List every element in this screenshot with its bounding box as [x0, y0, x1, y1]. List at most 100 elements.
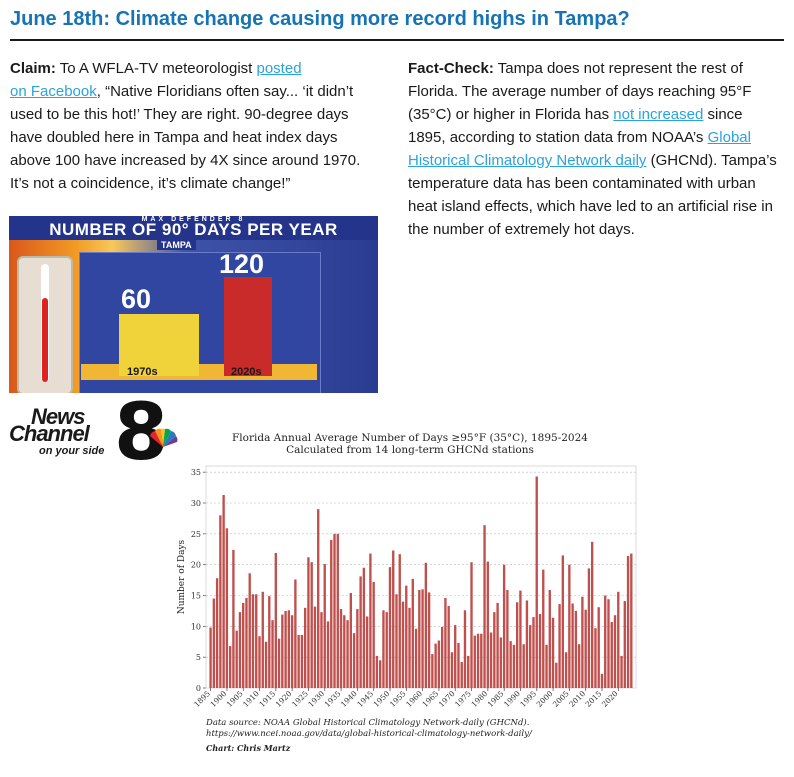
chart-bar — [424, 562, 428, 688]
chart-bar — [594, 628, 597, 688]
chart-bar — [219, 515, 222, 688]
claim-section: Claim: To A WFLA-TV meteorologist posted… — [10, 57, 378, 195]
claim-label: Claim: — [10, 60, 56, 77]
factcheck-text-1: Tampa does not represent the rest of Flo… — [408, 60, 752, 123]
chart-bar — [506, 589, 509, 688]
chart-x-tick-label: 2020 — [600, 689, 620, 709]
chart-bar — [209, 627, 212, 688]
chart-bar — [613, 615, 617, 688]
chart-x-tick-label: 1980 — [469, 689, 489, 709]
chart-source-line-2: https://www.ncei.noaa.gov/data/global-hi… — [206, 729, 532, 739]
not-increased-link[interactable]: not increased — [613, 106, 704, 123]
chart-bar — [375, 655, 379, 688]
chart-bar — [294, 579, 297, 688]
chart-bar — [310, 562, 313, 688]
chart-bar — [427, 592, 431, 688]
claim-quote: , “Native Floridians often say... ‘it di… — [10, 83, 361, 192]
chart-bar — [297, 634, 300, 688]
chart-bar — [388, 567, 392, 688]
chart-bar — [222, 494, 225, 688]
facebook-link[interactable]: on Facebook — [10, 83, 97, 100]
chart-x-tick-label: 1975 — [453, 689, 473, 709]
chart-bar — [359, 576, 362, 688]
chart-bar — [287, 610, 291, 688]
chart-bar — [255, 594, 258, 688]
chart-title-line: Florida Annual Average Number of Days ≥9… — [232, 432, 588, 444]
chart-x-tick-label: 1910 — [241, 689, 261, 709]
chart-bar — [261, 591, 264, 688]
chart-bar — [447, 605, 450, 688]
chart-bar — [307, 557, 310, 688]
chart-bar — [489, 632, 493, 688]
chart-bar — [519, 590, 522, 688]
chart-x-tick-label: 1955 — [388, 689, 408, 709]
chart-bar — [372, 581, 375, 688]
tv-bar-1970s — [119, 314, 199, 376]
chart-bar — [271, 620, 274, 688]
chart-bar — [444, 597, 447, 688]
claim-text-intro: To A WFLA-TV meteorologist — [59, 60, 253, 77]
chart-bar — [525, 600, 529, 688]
ghcnd-link[interactable]: Global Historical Climatology Network da… — [408, 129, 751, 169]
chart-x-tick-label: 2010 — [567, 689, 587, 709]
tv-value-2020s: 120 — [219, 249, 265, 279]
chart-y-tick-label: 10 — [191, 622, 201, 631]
chart-bar — [349, 593, 353, 688]
chart-bar — [365, 616, 369, 688]
chart-bar — [392, 550, 395, 688]
chart-bar — [577, 644, 581, 688]
chart-x-tick-label: 1900 — [208, 689, 228, 709]
chart-bar — [450, 652, 454, 688]
chart-x-tick-label: 1970 — [437, 689, 457, 709]
chart-bar — [317, 509, 320, 688]
factcheck-text-2: since 1895, according to station data fr… — [408, 106, 743, 146]
chart-bar — [626, 556, 630, 688]
chart-bar — [281, 614, 284, 688]
chart-bar — [251, 594, 255, 688]
chart-bar — [277, 638, 281, 688]
posted-link[interactable]: posted — [256, 60, 302, 77]
chart-bar — [212, 598, 216, 688]
chart-x-tick-label: 1940 — [339, 689, 359, 709]
chart-bar — [228, 646, 232, 688]
chart-source-line-1: Data source: NOAA Global Historical Clim… — [206, 718, 530, 728]
chart-bar — [300, 634, 304, 688]
chart-bar — [343, 615, 346, 688]
chart-bar — [333, 533, 336, 688]
chart-x-tick-label: 2000 — [535, 689, 555, 709]
chart-plot: 0510152025303518951900190519101915192019… — [177, 465, 637, 709]
logo-news-text: News — [31, 404, 85, 429]
chart-y-tick-label: 30 — [191, 499, 201, 508]
chart-bar — [581, 596, 584, 688]
chart-bar — [238, 612, 242, 688]
chart-bar — [463, 610, 467, 688]
chart-bar — [379, 660, 382, 688]
chart-bar — [538, 614, 542, 688]
chart-bar — [542, 569, 545, 688]
chart-bar — [274, 552, 277, 688]
chart-subtitle: Calculated from 14 long-term GHCNd stati… — [286, 444, 534, 456]
chart-bar — [382, 610, 385, 688]
chart-bar — [545, 644, 548, 688]
chart-y-tick-label: 5 — [196, 653, 201, 662]
chart-bar — [600, 673, 604, 688]
factcheck-text-3: (GHCNd). Tampa’s temperature data has be… — [408, 152, 777, 238]
chart-bar — [535, 476, 538, 688]
chart-bar — [352, 633, 356, 688]
chart-bar — [336, 533, 339, 688]
chart-bar — [496, 602, 499, 688]
chart-bar — [486, 561, 489, 688]
chart-bar — [326, 621, 330, 688]
chart-bar — [434, 643, 437, 688]
tv-heading: NUMBER OF 90° DAYS PER YEAR — [49, 220, 338, 239]
chart-x-tick-label: 1945 — [355, 689, 375, 709]
chart-bar — [515, 602, 519, 688]
chart-author: Chart: Chris Martz — [206, 743, 291, 753]
chart-bar — [467, 655, 470, 688]
chart-x-tick-label: 1995 — [518, 689, 538, 709]
chart-x-tick-label: 1960 — [404, 689, 424, 709]
chart-bar — [522, 644, 525, 688]
chart-bar — [235, 630, 238, 688]
thermometer-icon — [17, 256, 73, 393]
chart-bar — [418, 589, 421, 688]
